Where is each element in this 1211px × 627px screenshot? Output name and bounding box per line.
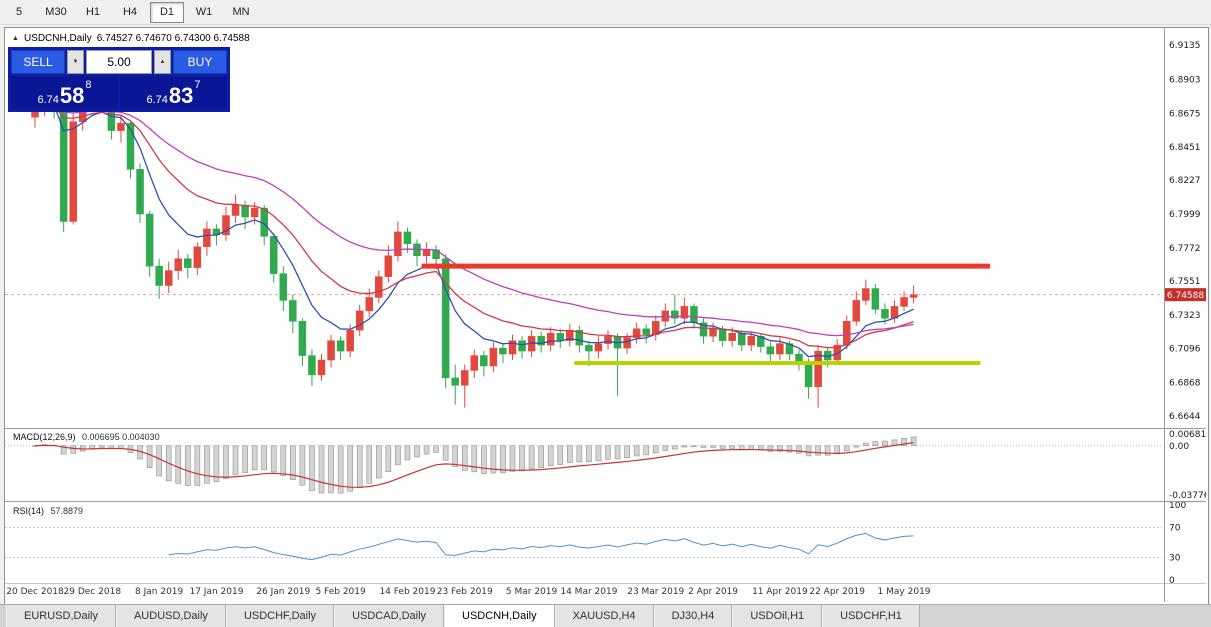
time-axis-divider: [5, 583, 1206, 584]
rsi-indicator-label: RSI(14) 57.8879: [13, 506, 83, 516]
timeframe-button-w1[interactable]: W1: [195, 6, 213, 18]
timeframe-button-5[interactable]: 5: [15, 6, 23, 18]
timeframe-button-d1[interactable]: D1: [150, 1, 184, 23]
svg-text:23 Feb 2019: 23 Feb 2019: [437, 587, 493, 597]
chart-tab-usdcad-daily[interactable]: USDCAD,Daily: [334, 605, 445, 627]
svg-text:1 May 2019: 1 May 2019: [878, 587, 931, 597]
svg-text:6.8675: 6.8675: [1169, 109, 1201, 119]
svg-text:17 Jan 2019: 17 Jan 2019: [189, 587, 243, 597]
svg-text:6.9135: 6.9135: [1169, 41, 1201, 51]
timeframe-button-h1[interactable]: H1: [85, 6, 101, 18]
collapse-panel-icon[interactable]: ▲: [12, 35, 19, 42]
timeframe-toolbar: 5 M30 H1 H4 D1 W1 MN: [0, 0, 1211, 25]
chart-window: 6.9135 6.8903 6.8675 6.8451 6.8227 6.7999 6.77…: [4, 27, 1209, 605]
macd-panel: 0.00681 0.00 -0.03776: [5, 430, 1206, 501]
macd-indicator-label: MACD(12,26,9) 0.006695 0.004030: [13, 432, 160, 442]
chart-tab-eurusd-daily[interactable]: EURUSD,Daily: [6, 605, 116, 627]
volume-increase-button[interactable]: ▲: [154, 50, 171, 74]
svg-text:0.00: 0.00: [1169, 442, 1189, 452]
macd-label-values: 0.006695 0.004030: [82, 432, 160, 442]
sell-button[interactable]: SELL: [11, 50, 65, 74]
svg-text:11 Apr 2019: 11 Apr 2019: [752, 587, 808, 597]
svg-text:26 Jan 2019: 26 Jan 2019: [256, 587, 310, 597]
horizontal-lines: [421, 263, 990, 366]
chart-ohlc-values: 6.74527 6.74670 6.74300 6.74588: [96, 33, 250, 44]
svg-text:20 Dec 2018: 20 Dec 2018: [6, 587, 64, 597]
price-axis-divider: [1164, 28, 1165, 602]
one-click-trading-panel: SELL ▼ ▲ BUY 6.74 58 8 6.74 83 7: [8, 47, 230, 112]
svg-text:23 Mar 2019: 23 Mar 2019: [627, 587, 684, 597]
current-price-badge: 6.74588: [1164, 288, 1206, 302]
moving-averages: [34, 102, 914, 358]
timeframe-button-h4[interactable]: H4: [122, 6, 138, 18]
buy-button[interactable]: BUY: [173, 50, 227, 74]
svg-text:6.6644: 6.6644: [1169, 412, 1201, 422]
svg-text:6.8227: 6.8227: [1169, 176, 1201, 186]
volume-input[interactable]: [86, 50, 152, 74]
svg-text:6.8903: 6.8903: [1169, 76, 1201, 86]
volume-decrease-button[interactable]: ▼: [67, 50, 84, 74]
sell-price-pips: 58: [59, 83, 85, 109]
svg-text:8 Jan 2019: 8 Jan 2019: [135, 587, 183, 597]
rsi-label-value: 57.8879: [50, 506, 84, 516]
chart-tab-usdchf-h1[interactable]: USDCHF,H1: [822, 605, 920, 627]
buy-price-display[interactable]: 6.74 83 7: [120, 76, 227, 109]
buy-price-pips: 83: [168, 83, 194, 109]
chart-tab-usdcnh-daily[interactable]: USDCNH,Daily: [444, 605, 555, 627]
timeframe-button-m30[interactable]: M30: [45, 6, 67, 18]
svg-text:6.7323: 6.7323: [1169, 311, 1201, 321]
svg-text:5 Mar 2019: 5 Mar 2019: [506, 587, 558, 597]
rsi-panel-divider[interactable]: [5, 501, 1206, 502]
svg-text:22 Apr 2019: 22 Apr 2019: [809, 587, 865, 597]
price-axis: 6.9135 6.8903 6.8675 6.8451 6.8227 6.7999 6.77…: [1169, 41, 1201, 422]
svg-text:14 Feb 2019: 14 Feb 2019: [379, 587, 435, 597]
svg-text:100: 100: [1169, 501, 1186, 511]
svg-text:0: 0: [1169, 576, 1175, 586]
sell-price-base: 6.74: [37, 93, 59, 106]
rsi-label-name: RSI(14): [13, 506, 45, 516]
chart-tab-audusd-daily[interactable]: AUDUSD,Daily: [115, 605, 226, 627]
time-axis: 20 Dec 2018 29 Dec 2018 8 Jan 2019 17 Jan 2…: [6, 587, 931, 597]
rsi-panel: 100 70 30 0: [5, 501, 1186, 586]
chart-tab-usdchf-daily[interactable]: USDCHF,Daily: [225, 605, 335, 627]
svg-text:6.7551: 6.7551: [1169, 277, 1201, 287]
macd-panel-divider[interactable]: [5, 428, 1206, 429]
chart-tab-dj30-h4[interactable]: DJ30,H4: [653, 605, 733, 627]
macd-label-name: MACD(12,26,9): [13, 432, 76, 442]
svg-text:70: 70: [1169, 524, 1181, 534]
price-chart[interactable]: 6.9135 6.8903 6.8675 6.8451 6.8227 6.7999 6.77…: [5, 28, 1206, 602]
svg-text:6.6868: 6.6868: [1169, 379, 1201, 389]
svg-text:0.00681: 0.00681: [1169, 430, 1206, 440]
candles-layer: [31, 79, 918, 408]
chart-tab-usdoil-h1[interactable]: USDOil,H1: [732, 605, 823, 627]
timeframe-button-mn[interactable]: MN: [232, 6, 250, 18]
chart-symbol: USDCNH,Daily: [23, 33, 92, 44]
svg-text:-0.03776: -0.03776: [1169, 491, 1206, 501]
buy-price-pipette: 7: [194, 79, 201, 91]
svg-text:6.7772: 6.7772: [1169, 244, 1201, 254]
svg-text:29 Dec 2018: 29 Dec 2018: [64, 587, 122, 597]
svg-text:6.7999: 6.7999: [1169, 210, 1201, 220]
chart-tab-bar: EURUSD,Daily AUDUSD,Daily USDCHF,Daily USDC…: [0, 604, 1211, 627]
svg-text:6.74588: 6.74588: [1167, 291, 1204, 301]
sell-price-display[interactable]: 6.74 58 8: [11, 76, 118, 109]
buy-price-base: 6.74: [146, 93, 168, 106]
sell-price-pipette: 8: [85, 79, 92, 91]
chart-symbol-line: ▲ USDCNH,Daily 6.74527 6.74670 6.74300 6…: [12, 33, 250, 44]
svg-text:30: 30: [1169, 554, 1181, 564]
svg-text:6.7096: 6.7096: [1169, 345, 1201, 355]
svg-text:5 Feb 2019: 5 Feb 2019: [315, 587, 366, 597]
chart-tab-xauusd-h4[interactable]: XAUUSD,H4: [554, 605, 654, 627]
svg-text:6.8451: 6.8451: [1169, 143, 1201, 153]
svg-text:14 Mar 2019: 14 Mar 2019: [560, 587, 617, 597]
svg-text:2 Apr 2019: 2 Apr 2019: [688, 587, 738, 597]
